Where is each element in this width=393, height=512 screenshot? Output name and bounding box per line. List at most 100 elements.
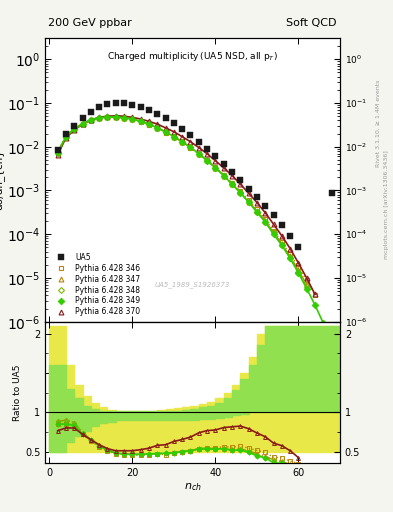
Pythia 6.428 346 [255,206,259,212]
Pythia 6.428 349 [288,255,292,262]
Pythia 6.428 347 [271,229,276,236]
Pythia 6.428 349 [122,115,127,121]
Pythia 6.428 370 [97,114,101,120]
Pythia 6.428 349 [188,144,193,151]
Pythia 6.428 348 [304,284,309,290]
Pythia 6.428 348 [246,199,251,205]
Pythia 6.428 346 [155,125,160,131]
UA5 [138,104,143,110]
Pythia 6.428 348 [196,151,201,157]
Pythia 6.428 346 [130,116,135,122]
Pythia 6.428 346 [72,126,77,133]
Pythia 6.428 349 [296,270,301,276]
Pythia 6.428 349 [230,181,234,187]
Pythia 6.428 347 [238,189,242,196]
Pythia 6.428 349 [221,173,226,179]
Pythia 6.428 348 [64,133,68,139]
Pythia 6.428 370 [55,152,60,158]
Pythia 6.428 347 [97,115,101,121]
Pythia 6.428 370 [105,113,110,119]
Pythia 6.428 346 [313,292,318,298]
Pythia 6.428 346 [88,117,93,123]
UA5 [64,131,68,137]
Pythia 6.428 370 [221,165,226,171]
Pythia 6.428 348 [213,165,218,171]
Pythia 6.428 370 [138,116,143,122]
Pythia 6.428 370 [213,158,218,164]
Pythia 6.428 348 [105,114,110,120]
Pythia 6.428 346 [138,119,143,125]
Line: UA5: UA5 [55,100,334,249]
Pythia 6.428 347 [72,125,77,132]
Pythia 6.428 347 [196,151,201,157]
Text: mcplots.cern.ch [arXiv:1306.3436]: mcplots.cern.ch [arXiv:1306.3436] [384,151,389,259]
Pythia 6.428 348 [147,121,151,127]
Pythia 6.428 349 [313,302,318,308]
UA5 [155,111,160,117]
Pythia 6.428 347 [122,115,127,121]
Pythia 6.428 370 [230,173,234,179]
Pythia 6.428 347 [304,282,309,288]
Pythia 6.428 347 [138,118,143,124]
UA5 [122,100,127,106]
Pythia 6.428 347 [255,208,259,214]
Pythia 6.428 346 [196,151,201,157]
Text: Charged multiplicity (UA5 NSD, all p$_T$): Charged multiplicity (UA5 NSD, all p$_T$… [107,50,278,63]
Pythia 6.428 349 [55,150,60,156]
Pythia 6.428 370 [180,134,185,140]
Pythia 6.428 346 [114,114,118,120]
UA5 [263,203,268,209]
UA5 [288,233,292,239]
Pythia 6.428 347 [64,133,68,139]
Pythia 6.428 347 [147,121,151,127]
Pythia 6.428 349 [180,139,185,145]
UA5 [329,190,334,196]
Pythia 6.428 346 [64,134,68,140]
Pythia 6.428 370 [238,181,242,187]
Pythia 6.428 348 [188,144,193,151]
Pythia 6.428 370 [130,114,135,120]
Pythia 6.428 349 [72,126,77,133]
Pythia 6.428 370 [114,113,118,119]
Pythia 6.428 348 [80,120,85,126]
Pythia 6.428 346 [147,121,151,127]
Pythia 6.428 348 [130,116,135,122]
Pythia 6.428 370 [80,121,85,127]
Pythia 6.428 370 [122,113,127,119]
Pythia 6.428 348 [122,115,127,121]
Pythia 6.428 347 [130,116,135,122]
Pythia 6.428 349 [213,165,218,171]
Pythia 6.428 347 [246,199,251,205]
Pythia 6.428 349 [271,231,276,237]
Pythia 6.428 346 [246,197,251,203]
Pythia 6.428 349 [138,118,143,124]
UA5 [114,100,118,106]
Pythia 6.428 370 [246,190,251,196]
Text: 200 GeV ppbar: 200 GeV ppbar [48,18,132,29]
Pythia 6.428 347 [105,114,110,120]
UA5 [130,101,135,108]
Pythia 6.428 346 [180,139,185,145]
Pythia 6.428 347 [205,157,209,163]
Pythia 6.428 349 [80,121,85,127]
Pythia 6.428 347 [296,267,301,273]
Pythia 6.428 349 [171,134,176,140]
Pythia 6.428 347 [188,144,193,151]
Pythia 6.428 347 [263,218,268,224]
Pythia 6.428 370 [64,135,68,141]
Pythia 6.428 370 [255,200,259,206]
UA5 [271,211,276,218]
Pythia 6.428 349 [263,219,268,225]
Text: Rivet 3.1.10, ≥ 1.4M events: Rivet 3.1.10, ≥ 1.4M events [376,79,380,166]
Pythia 6.428 348 [221,173,226,179]
Pythia 6.428 348 [155,125,160,131]
Pythia 6.428 370 [296,260,301,266]
Pythia 6.428 347 [88,117,93,123]
Pythia 6.428 349 [147,121,151,127]
Pythia 6.428 346 [205,157,209,163]
Pythia 6.428 347 [288,253,292,260]
Legend: UA5, Pythia 6.428 346, Pythia 6.428 347, Pythia 6.428 348, Pythia 6.428 349, Pyt: UA5, Pythia 6.428 346, Pythia 6.428 347,… [49,251,141,318]
Pythia 6.428 370 [188,139,193,145]
Pythia 6.428 346 [163,130,168,136]
Pythia 6.428 346 [171,134,176,140]
